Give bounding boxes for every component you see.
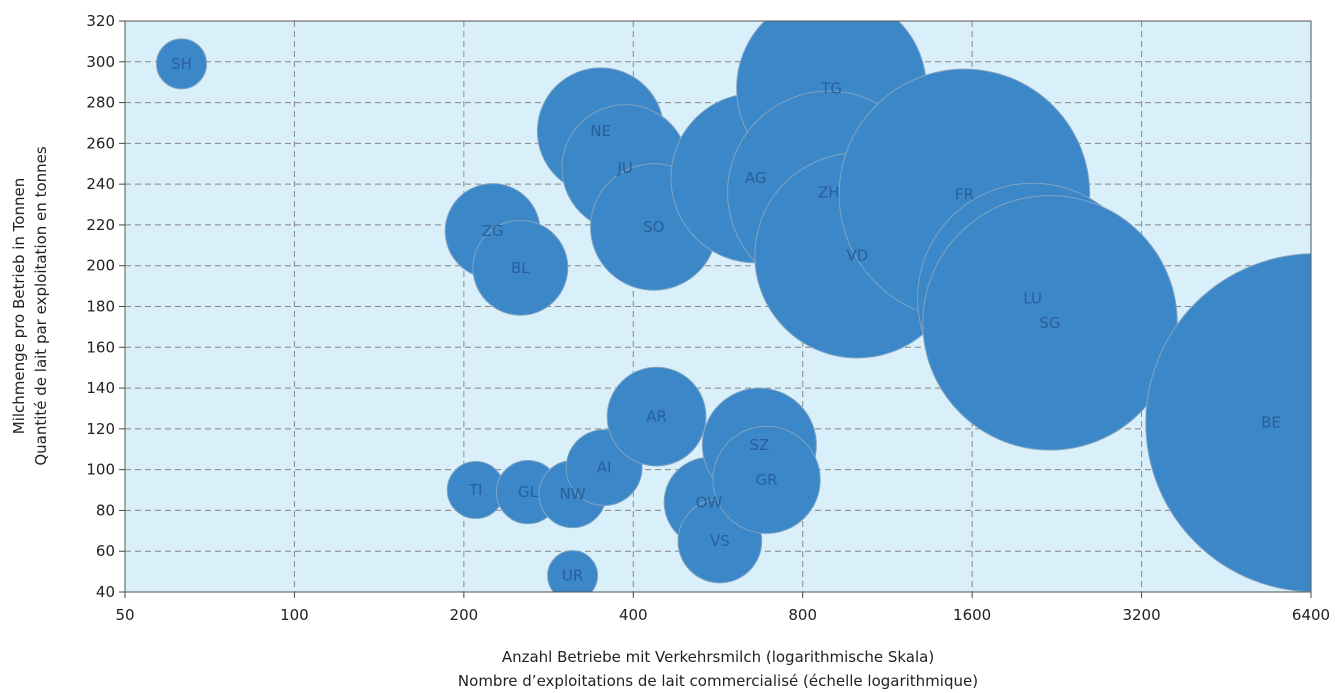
y-axis-label-line-2: Quantité de lait par exploitation en ton… bbox=[32, 146, 50, 466]
y-tick-label: 120 bbox=[86, 420, 115, 438]
y-tick-label: 320 bbox=[86, 12, 115, 30]
bubble-label-zh: ZH bbox=[818, 183, 840, 201]
bubble-label-tg: TG bbox=[820, 79, 842, 97]
bubble-gr bbox=[712, 425, 821, 534]
y-tick-label: 200 bbox=[86, 257, 115, 275]
bubble-sh bbox=[155, 38, 207, 90]
bubble-label-zg: ZG bbox=[482, 222, 504, 240]
y-tick-label: 40 bbox=[96, 583, 115, 601]
y-tick-labels: 40 60 80 100 120 140 160 180 200 220 240 260 280 300 3… bbox=[86, 12, 115, 601]
bubble-label-so: SO bbox=[643, 218, 664, 236]
bubble-label-ai: AI bbox=[597, 459, 612, 477]
bubble-be bbox=[1145, 253, 1311, 592]
bubble-label-bl: BL bbox=[511, 259, 530, 277]
x-tick-label: 400 bbox=[619, 606, 648, 624]
y-tick-label: 60 bbox=[96, 542, 115, 560]
x-tick-label: 1600 bbox=[953, 606, 991, 624]
bubble-label-lu: LU bbox=[1023, 289, 1042, 307]
y-tick-label: 180 bbox=[86, 298, 115, 316]
bubble-label-sg: SG bbox=[1039, 314, 1060, 332]
bubble-label-vd: VD bbox=[846, 247, 868, 265]
y-tick-label: 80 bbox=[96, 501, 115, 519]
bubble-label-ag: AG bbox=[745, 169, 767, 187]
bubbles-layer bbox=[155, 21, 1311, 592]
bubble-ar bbox=[606, 366, 707, 467]
x-tick-label: 200 bbox=[450, 606, 479, 624]
bubble-label-ti: TI bbox=[468, 481, 483, 499]
bubble-label-ur: UR bbox=[562, 567, 583, 585]
bubble-bl bbox=[472, 219, 569, 316]
y-tick-label: 160 bbox=[86, 338, 115, 356]
bubble-label-be: BE bbox=[1261, 414, 1281, 432]
x-tick-label: 3200 bbox=[1122, 606, 1160, 624]
x-tick-label: 800 bbox=[788, 606, 817, 624]
bubble-label-nw: NW bbox=[560, 485, 586, 503]
bubble-label-sh: SH bbox=[171, 55, 192, 73]
bubble-labels-layer: SH UR TI GL NW AI AR OW VS SZ GR ZG BL NE JU SO AG TG ZH VD… bbox=[171, 55, 1281, 585]
y-tick-label: 260 bbox=[86, 134, 115, 152]
bubble-label-ju: JU bbox=[617, 159, 633, 177]
bubble-label-vs: VS bbox=[710, 532, 730, 550]
bubble-sg bbox=[922, 195, 1178, 451]
bubble-label-gl: GL bbox=[518, 483, 539, 501]
y-tick-label: 280 bbox=[86, 94, 115, 112]
y-tick-label: 300 bbox=[86, 53, 115, 71]
x-tick-label: 6400 bbox=[1292, 606, 1330, 624]
bubble-ur bbox=[547, 550, 599, 592]
x-tick-labels: 50 100 200 400 800 1600 3200 6400 bbox=[115, 606, 1330, 624]
bubble-label-ar: AR bbox=[646, 408, 667, 426]
bubble-label-ow: OW bbox=[696, 493, 723, 511]
bubble-label-fr: FR bbox=[955, 185, 974, 203]
x-tick-label: 50 bbox=[115, 606, 134, 624]
x-tick-label: 100 bbox=[280, 606, 309, 624]
bubble-label-gr: GR bbox=[756, 471, 778, 489]
bubble-label-sz: SZ bbox=[749, 436, 769, 454]
x-axis-label-line-2: Nombre d’exploitations de lait commercia… bbox=[458, 672, 978, 690]
axes bbox=[119, 20, 1312, 598]
x-axis-label-line-1: Anzahl Betriebe mit Verkehrsmilch (logar… bbox=[502, 648, 934, 666]
y-tick-label: 140 bbox=[86, 379, 115, 397]
plot-border bbox=[124, 20, 1312, 593]
y-tick-label: 100 bbox=[86, 461, 115, 479]
y-axis-label-line-1: Milchmenge pro Betrieb in Tonnen bbox=[10, 178, 28, 434]
y-tick-label: 240 bbox=[86, 175, 115, 193]
bubble-label-ne: NE bbox=[590, 122, 611, 140]
y-tick-label: 220 bbox=[86, 216, 115, 234]
